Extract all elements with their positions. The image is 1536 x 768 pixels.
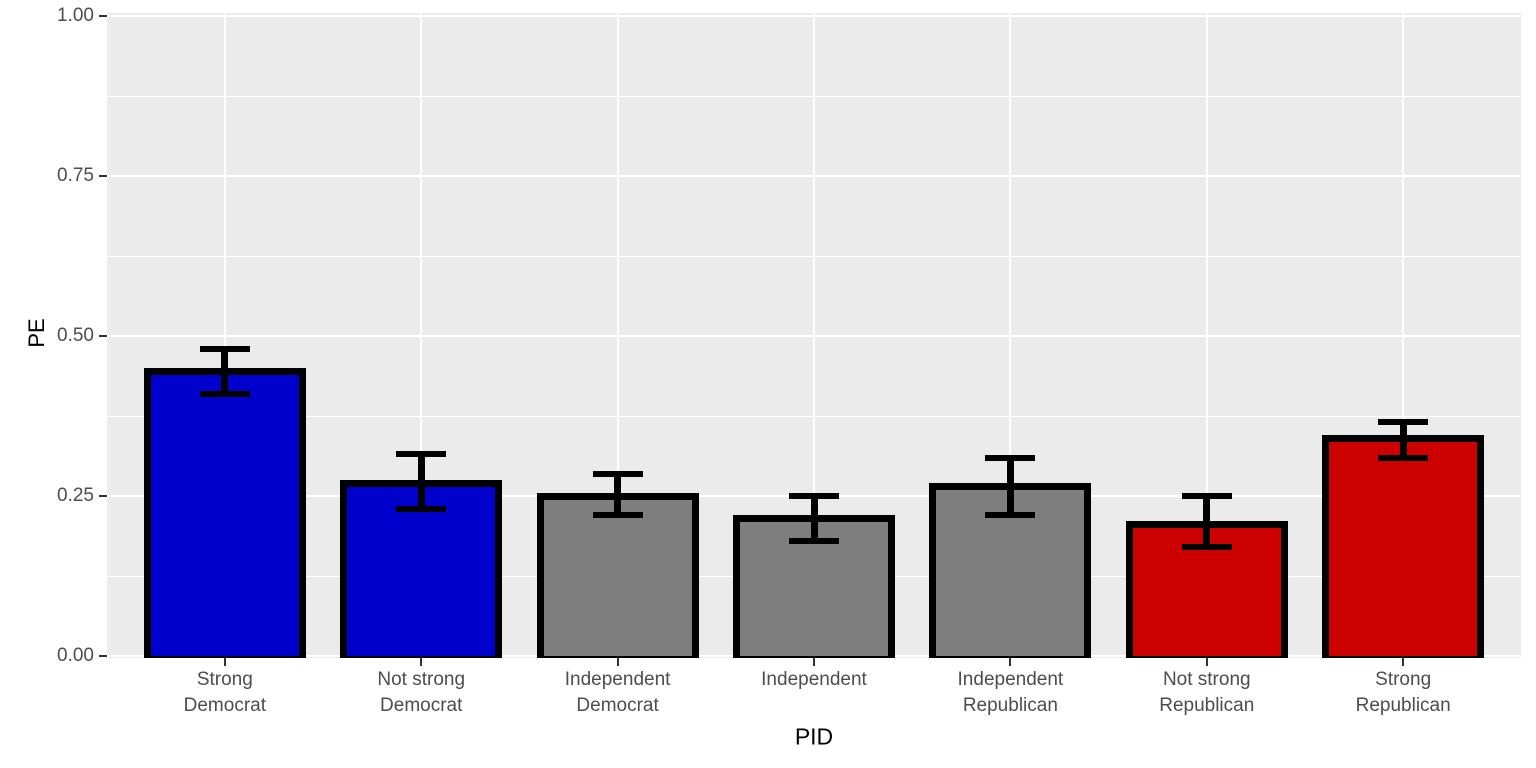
x-tick-label-independent-democrat: Independent Democrat [564,669,671,716]
plot-panel [107,13,1521,658]
error-bar-line-strong-democrat [221,345,229,397]
bar-not-strong-republican [1125,521,1288,658]
x-tick [616,658,619,666]
error-bar-line-independent-republican [1006,454,1014,519]
x-tick [1009,658,1012,666]
error-bar-cap-bottom-independent [789,537,839,544]
bar-independent [733,514,895,658]
x-tick [420,658,423,666]
error-bar-line-independent-democrat [614,470,622,519]
x-tick-label-independent-republican: Independent Republican [957,669,1064,716]
x-tick [813,658,815,666]
error-bar-line-not-strong-republican [1203,493,1211,551]
error-bar-line-not-strong-democrat [417,451,425,512]
error-bar-line-strong-republican [1399,419,1407,461]
error-bar-cap-top-independent-republican [985,454,1036,461]
x-tick-label-strong-democrat: Strong Democrat [183,669,266,716]
vertical-gridline [616,13,619,658]
vertical-gridline [813,13,815,658]
error-bar-cap-bottom-strong-republican [1378,454,1429,461]
x-tick-label-independent: Independent [761,669,867,690]
vertical-gridline [1402,13,1405,658]
vertical-gridline [420,13,423,658]
x-tick [1205,658,1208,666]
vertical-gridline [223,13,226,658]
error-bar-cap-top-strong-republican [1378,419,1429,426]
y-tick [99,335,107,337]
error-bar-cap-bottom-strong-democrat [199,390,250,397]
error-bar-cap-top-not-strong-republican [1181,493,1232,499]
error-bar-cap-top-independent [789,493,839,499]
y-tick-label: 0.75 [57,165,94,186]
x-tick [223,658,226,666]
error-bar-cap-top-independent-democrat [592,470,643,477]
error-bar-line-independent [810,493,818,544]
bar-strong-democrat [143,367,306,658]
x-tick [1402,658,1405,666]
x-tick-label-not-strong-democrat: Not strong Democrat [377,669,466,716]
y-tick [99,15,107,17]
y-tick-label: 0.50 [57,325,94,346]
y-tick-label: 1.00 [57,5,94,26]
error-bar-cap-bottom-not-strong-republican [1181,544,1232,551]
y-tick-label: 0.00 [57,645,94,666]
x-axis-title: PID [794,723,834,750]
bar-strong-republican [1322,434,1485,658]
error-bar-cap-bottom-independent-republican [985,512,1036,519]
error-bar-cap-top-not-strong-democrat [396,451,447,458]
vertical-gridline [1009,13,1012,658]
y-tick-label: 0.25 [57,485,94,506]
y-tick [99,495,107,497]
error-bar-cap-top-strong-democrat [199,345,250,352]
y-tick [99,175,107,177]
vertical-gridline [1205,13,1208,658]
error-bar-cap-bottom-independent-democrat [592,512,643,519]
x-tick-label-strong-republican: Strong Republican [1355,669,1451,716]
y-tick [99,655,107,657]
x-tick-label-not-strong-republican: Not strong Republican [1159,669,1255,716]
error-bar-cap-bottom-not-strong-democrat [396,505,447,512]
